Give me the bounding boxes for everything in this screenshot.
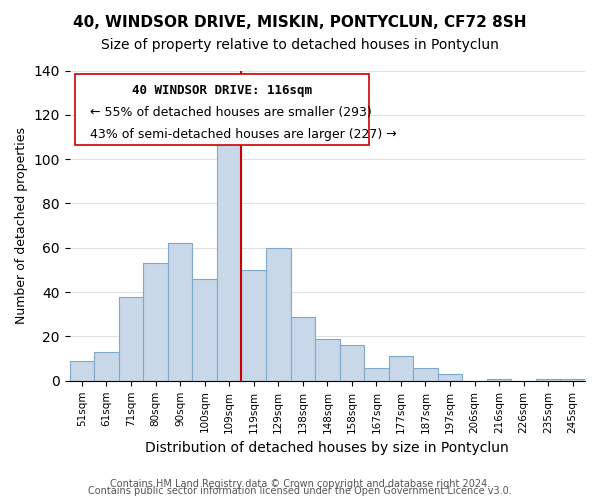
Bar xyxy=(217,130,241,381)
FancyBboxPatch shape xyxy=(75,74,368,145)
Bar xyxy=(487,378,511,381)
Bar xyxy=(364,368,389,381)
Bar xyxy=(413,368,438,381)
X-axis label: Distribution of detached houses by size in Pontyclun: Distribution of detached houses by size … xyxy=(145,441,509,455)
Y-axis label: Number of detached properties: Number of detached properties xyxy=(15,127,28,324)
Text: 43% of semi-detached houses are larger (227) →: 43% of semi-detached houses are larger (… xyxy=(90,128,397,141)
Text: 40 WINDSOR DRIVE: 116sqm: 40 WINDSOR DRIVE: 116sqm xyxy=(131,84,311,98)
Bar xyxy=(560,378,585,381)
Text: Size of property relative to detached houses in Pontyclun: Size of property relative to detached ho… xyxy=(101,38,499,52)
Bar xyxy=(438,374,462,381)
Text: ← 55% of detached houses are smaller (293): ← 55% of detached houses are smaller (29… xyxy=(90,106,372,119)
Text: Contains public sector information licensed under the Open Government Licence v3: Contains public sector information licen… xyxy=(88,486,512,496)
Bar xyxy=(315,338,340,381)
Bar xyxy=(193,279,217,381)
Bar xyxy=(536,378,560,381)
Bar xyxy=(241,270,266,381)
Bar xyxy=(168,244,193,381)
Bar xyxy=(340,346,364,381)
Text: Contains HM Land Registry data © Crown copyright and database right 2024.: Contains HM Land Registry data © Crown c… xyxy=(110,479,490,489)
Bar xyxy=(290,316,315,381)
Bar xyxy=(389,356,413,381)
Bar xyxy=(70,361,94,381)
Text: 40, WINDSOR DRIVE, MISKIN, PONTYCLUN, CF72 8SH: 40, WINDSOR DRIVE, MISKIN, PONTYCLUN, CF… xyxy=(73,15,527,30)
Bar xyxy=(119,296,143,381)
Bar xyxy=(94,352,119,381)
Bar xyxy=(143,264,168,381)
Bar xyxy=(266,248,290,381)
